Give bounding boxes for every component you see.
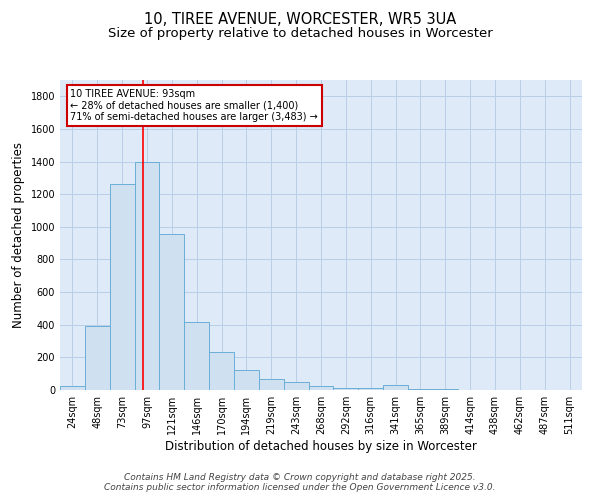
Bar: [259, 380, 284, 390]
Y-axis label: Number of detached properties: Number of detached properties: [12, 142, 25, 328]
Text: 10 TIREE AVENUE: 93sqm
← 28% of detached houses are smaller (1,400)
71% of semi-: 10 TIREE AVENUE: 93sqm ← 28% of detached…: [70, 90, 318, 122]
Bar: [209, 352, 234, 390]
X-axis label: Distribution of detached houses by size in Worcester: Distribution of detached houses by size …: [165, 440, 477, 453]
Bar: [60, 386, 85, 390]
Bar: [408, 388, 433, 390]
Bar: [184, 322, 209, 390]
Bar: [358, 388, 383, 390]
Bar: [383, 385, 408, 390]
Bar: [85, 326, 110, 390]
Bar: [334, 388, 358, 390]
Bar: [134, 162, 160, 390]
Bar: [308, 386, 334, 390]
Text: Size of property relative to detached houses in Worcester: Size of property relative to detached ho…: [107, 28, 493, 40]
Text: 10, TIREE AVENUE, WORCESTER, WR5 3UA: 10, TIREE AVENUE, WORCESTER, WR5 3UA: [144, 12, 456, 28]
Bar: [284, 382, 308, 390]
Bar: [433, 388, 458, 390]
Bar: [110, 184, 134, 390]
Text: Contains HM Land Registry data © Crown copyright and database right 2025.
Contai: Contains HM Land Registry data © Crown c…: [104, 473, 496, 492]
Bar: [234, 370, 259, 390]
Bar: [160, 234, 184, 390]
